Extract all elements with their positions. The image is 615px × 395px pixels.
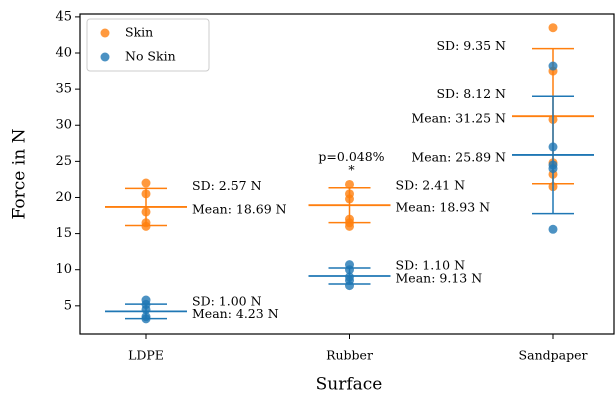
y-tick-label: 5 bbox=[64, 298, 72, 313]
point bbox=[548, 224, 558, 234]
point bbox=[345, 179, 354, 189]
x-axis-label: Surface bbox=[316, 375, 383, 395]
point bbox=[345, 221, 354, 231]
y-tick-label: 40 bbox=[55, 46, 72, 61]
x-tick-label: Rubber bbox=[326, 348, 373, 363]
mean-label: Mean: 18.69 N bbox=[192, 201, 287, 216]
legend-label: Skin bbox=[125, 25, 153, 40]
legend-box bbox=[86, 18, 210, 72]
sd-label: SD: 2.57 N bbox=[192, 178, 262, 193]
y-tick-label: 30 bbox=[55, 118, 72, 133]
mean-label: Mean: 31.25 N bbox=[411, 111, 506, 126]
plot-frame bbox=[79, 13, 615, 335]
sd-label: SD: 8.12 N bbox=[436, 86, 506, 101]
legend-label: No Skin bbox=[125, 49, 176, 64]
annotation: * bbox=[348, 162, 355, 177]
sd-label: SD: 1.00 N bbox=[192, 294, 262, 309]
point bbox=[141, 178, 151, 188]
x-tick-label: LDPE bbox=[128, 348, 164, 363]
mean-label: Mean: 4.23 N bbox=[192, 306, 279, 321]
sd-label: SD: 9.35 N bbox=[436, 38, 506, 53]
sd-label: SD: 1.10 N bbox=[396, 258, 466, 273]
point bbox=[548, 61, 558, 71]
y-tick-label: 25 bbox=[55, 154, 72, 169]
legend-marker bbox=[100, 52, 110, 62]
y-tick-label: 20 bbox=[55, 190, 72, 205]
point bbox=[141, 221, 151, 231]
point bbox=[548, 23, 558, 33]
annotation: p=0.048% bbox=[318, 149, 384, 164]
sd-label: SD: 2.41 N bbox=[396, 177, 466, 192]
x-tick-label: Sandpaper bbox=[519, 348, 588, 363]
y-tick-label: 45 bbox=[55, 9, 72, 24]
mean-label: Mean: 9.13 N bbox=[396, 270, 483, 285]
mean-label: Mean: 18.93 N bbox=[396, 200, 491, 215]
y-tick-label: 10 bbox=[55, 262, 72, 277]
legend-marker bbox=[100, 28, 110, 38]
mean-label: Mean: 25.89 N bbox=[411, 149, 506, 164]
y-axis-label: Force in N bbox=[10, 128, 30, 219]
y-tick-label: 15 bbox=[55, 226, 72, 241]
y-tick-label: 35 bbox=[55, 82, 72, 97]
